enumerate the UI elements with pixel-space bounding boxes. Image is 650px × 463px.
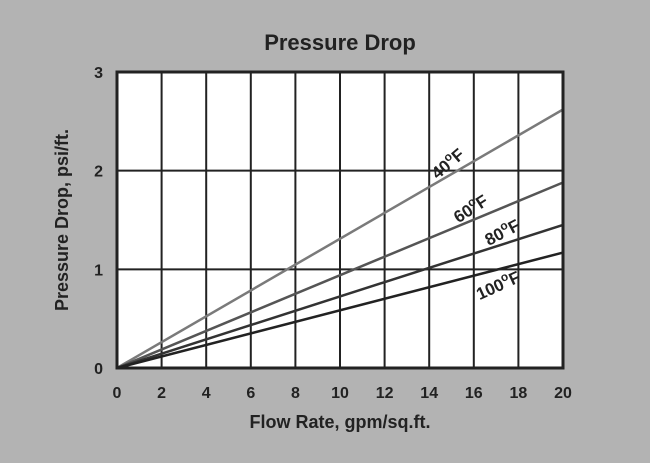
y-tick-label: 0 — [94, 361, 103, 378]
x-tick-label: 0 — [113, 385, 122, 402]
series-line-80F — [116, 223, 564, 370]
x-tick-label: 18 — [510, 385, 528, 402]
series-line-40F — [116, 108, 564, 370]
x-tick-label: 16 — [465, 385, 483, 402]
x-tick-labels: 0 2 4 6 8 10 12 14 16 18 20 — [113, 385, 572, 402]
plot-border — [115, 70, 565, 370]
series-line-60F — [116, 181, 564, 370]
chart-title: Pressure Drop — [264, 30, 416, 55]
y-axis-label: Pressure Drop, psi/ft. — [52, 129, 72, 311]
x-axis-label: Flow Rate, gpm/sq.ft. — [249, 412, 430, 432]
x-tick-label: 2 — [157, 385, 166, 402]
x-tick-label: 20 — [554, 385, 572, 402]
x-tick-label: 10 — [331, 385, 349, 402]
x-tick-label: 4 — [202, 385, 211, 402]
x-tick-label: 14 — [420, 385, 438, 402]
x-tick-label: 6 — [246, 385, 255, 402]
y-tick-label: 3 — [94, 65, 103, 82]
y-tick-label: 2 — [94, 164, 103, 181]
series-line-100F — [116, 251, 564, 370]
y-tick-label: 1 — [94, 262, 103, 279]
x-tick-label: 12 — [376, 385, 394, 402]
series-lines — [116, 108, 564, 370]
x-tick-label: 8 — [291, 385, 300, 402]
y-tick-labels: 0 1 2 3 — [94, 65, 103, 378]
